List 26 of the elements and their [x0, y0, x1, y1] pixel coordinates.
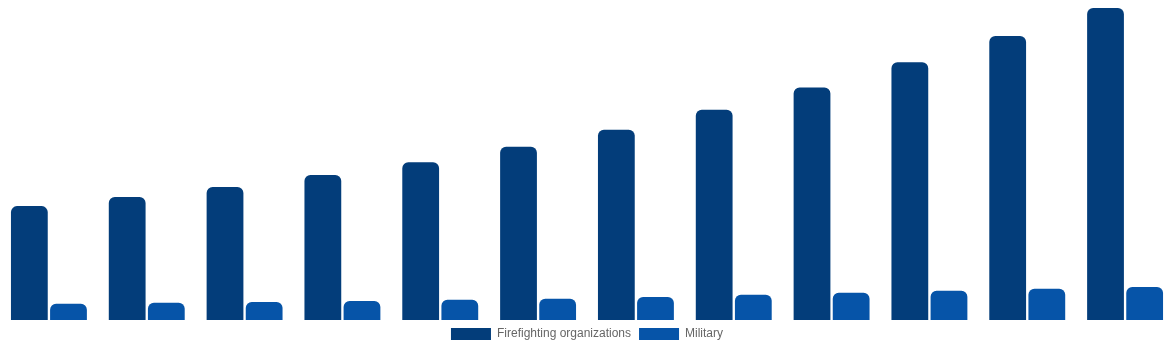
bar — [989, 36, 1027, 320]
bar — [1087, 8, 1124, 320]
bar — [539, 298, 577, 320]
bar — [1126, 286, 1164, 320]
bar — [402, 162, 440, 320]
bar — [734, 294, 772, 320]
bar — [441, 299, 479, 320]
bar — [500, 146, 537, 320]
bar — [930, 290, 968, 320]
bar — [50, 303, 87, 320]
bar — [832, 292, 870, 320]
legend-label: Firefighting organizations — [496, 326, 632, 341]
bar — [1028, 288, 1066, 320]
bar — [304, 174, 342, 320]
bar — [147, 302, 185, 320]
bar — [10, 206, 48, 320]
legend-label: Military — [685, 326, 724, 341]
bar — [637, 296, 674, 320]
bar — [793, 87, 831, 320]
bar — [245, 301, 283, 320]
bar — [108, 197, 146, 320]
bar — [343, 300, 381, 320]
bar — [891, 62, 929, 320]
bar — [206, 187, 244, 320]
bar — [695, 109, 733, 320]
bar — [597, 129, 635, 320]
